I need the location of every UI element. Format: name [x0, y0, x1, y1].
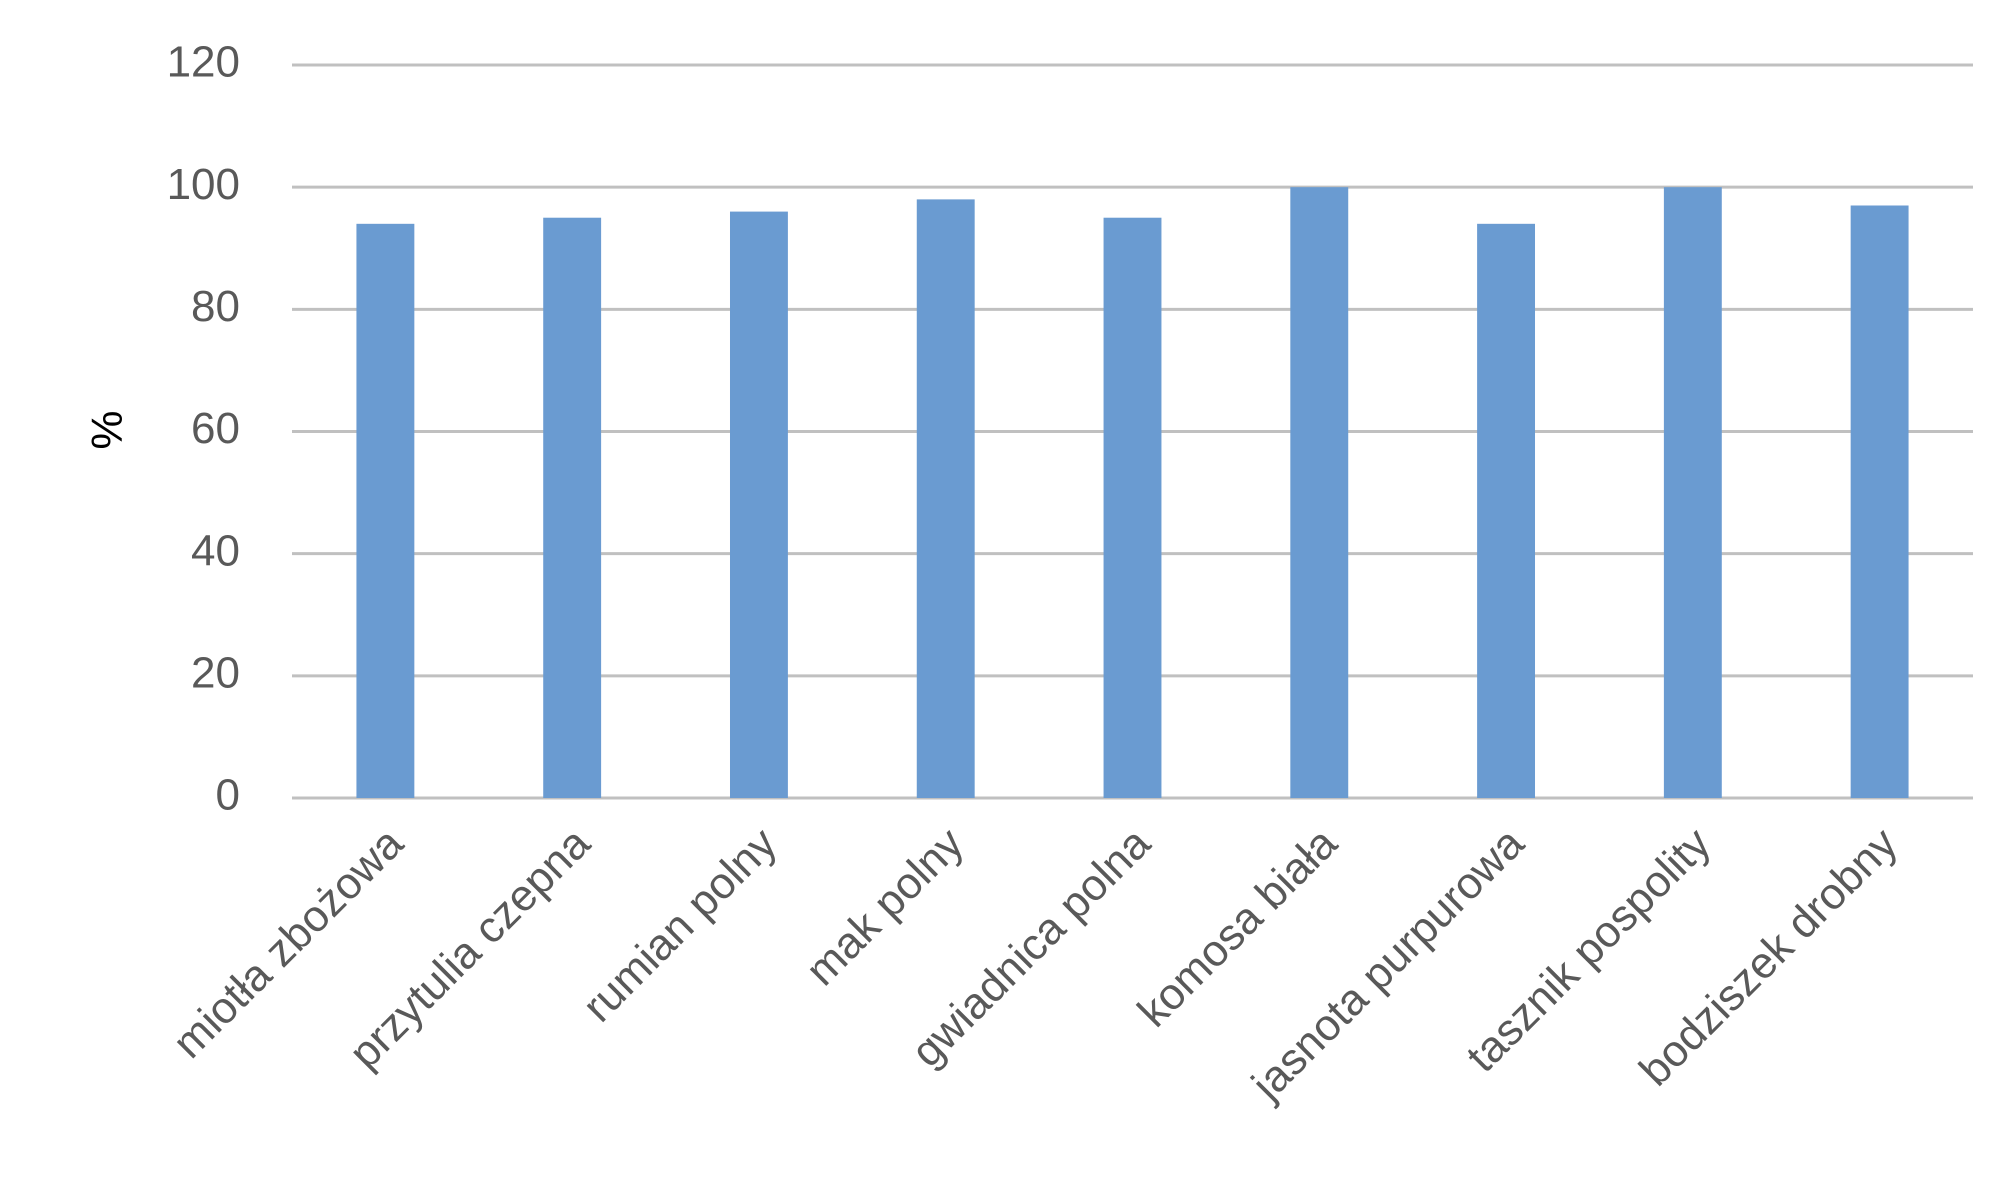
bar	[729, 211, 788, 799]
bar	[543, 217, 602, 799]
bar	[1663, 187, 1722, 798]
bar	[1477, 223, 1536, 799]
y-tick-label: 0	[216, 771, 240, 820]
y-tick-label: 20	[191, 648, 240, 697]
y-tick-label: 120	[167, 38, 240, 87]
y-tick-label: 100	[167, 160, 240, 209]
y-tick-label: 60	[191, 404, 240, 453]
y-tick-label: 40	[191, 526, 240, 575]
bar	[1850, 205, 1909, 798]
bar	[1290, 187, 1349, 798]
bar	[916, 199, 975, 799]
bar	[1103, 217, 1162, 799]
x-tick-label: mak polny	[797, 819, 973, 995]
y-axis-title: %	[83, 410, 132, 449]
y-tick-label: 80	[191, 282, 240, 331]
x-tick-label: rumian polny	[573, 819, 786, 1032]
bar	[356, 223, 415, 799]
